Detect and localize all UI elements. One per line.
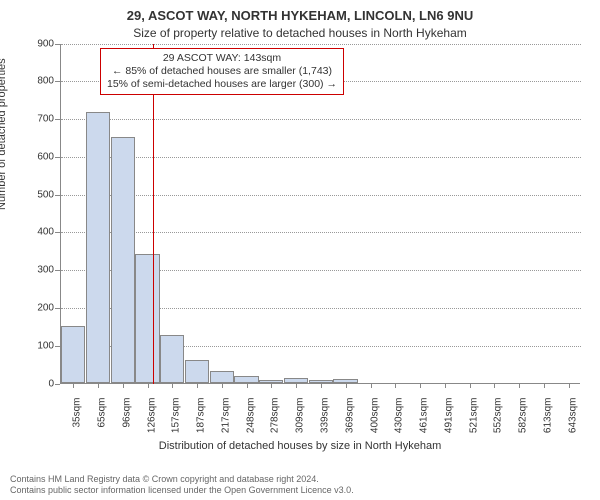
histogram-bar <box>234 376 258 383</box>
y-tick-label: 200 <box>24 303 54 314</box>
x-tick <box>172 383 173 388</box>
y-tick <box>55 346 60 347</box>
x-tick <box>371 383 372 388</box>
y-tick <box>55 81 60 82</box>
histogram-bar <box>61 326 85 383</box>
x-tick <box>494 383 495 388</box>
y-tick <box>55 44 60 45</box>
x-tick <box>222 383 223 388</box>
gridline <box>61 157 581 158</box>
x-tick <box>98 383 99 388</box>
gridline <box>61 119 581 120</box>
gridline <box>61 44 581 45</box>
y-axis-label: Number of detached properties <box>0 58 8 210</box>
y-tick <box>55 119 60 120</box>
gridline <box>61 195 581 196</box>
histogram-bar <box>86 112 110 382</box>
y-tick-label: 600 <box>24 151 54 162</box>
x-tick <box>197 383 198 388</box>
y-tick <box>55 270 60 271</box>
y-tick-label: 800 <box>24 76 54 87</box>
annotation-line: ← 85% of detached houses are smaller (1,… <box>107 65 337 78</box>
x-tick <box>544 383 545 388</box>
x-tick <box>346 383 347 388</box>
x-tick <box>519 383 520 388</box>
x-tick <box>271 383 272 388</box>
y-tick <box>55 384 60 385</box>
histogram-bar <box>160 335 184 382</box>
x-tick <box>247 383 248 388</box>
y-tick-label: 400 <box>24 227 54 238</box>
chart-footer: Contains HM Land Registry data © Crown c… <box>10 474 354 496</box>
x-tick <box>395 383 396 388</box>
chart-subtitle: Size of property relative to detached ho… <box>10 26 590 40</box>
x-tick <box>148 383 149 388</box>
chart-title: 29, ASCOT WAY, NORTH HYKEHAM, LINCOLN, L… <box>10 8 590 24</box>
x-tick <box>470 383 471 388</box>
histogram-bar <box>111 137 135 383</box>
y-tick-label: 700 <box>24 114 54 125</box>
x-tick <box>73 383 74 388</box>
histogram-bar <box>135 254 159 382</box>
chart-area: 010020030040050060070080090035sqm65sqm96… <box>60 44 580 384</box>
y-tick-label: 500 <box>24 189 54 200</box>
y-tick <box>55 232 60 233</box>
y-tick <box>55 195 60 196</box>
x-tick <box>123 383 124 388</box>
histogram-bar <box>210 371 234 382</box>
x-tick <box>296 383 297 388</box>
gridline <box>61 232 581 233</box>
y-tick <box>55 157 60 158</box>
annotation-line: 29 ASCOT WAY: 143sqm <box>107 52 337 65</box>
marker-annotation: 29 ASCOT WAY: 143sqm← 85% of detached ho… <box>100 48 344 95</box>
y-tick-label: 100 <box>24 340 54 351</box>
x-tick <box>445 383 446 388</box>
annotation-line: 15% of semi-detached houses are larger (… <box>107 78 337 91</box>
y-tick-label: 300 <box>24 265 54 276</box>
y-tick-label: 900 <box>24 38 54 49</box>
x-tick <box>569 383 570 388</box>
footer-line-1: Contains HM Land Registry data © Crown c… <box>10 474 354 485</box>
x-tick <box>420 383 421 388</box>
histogram-bar <box>185 360 209 383</box>
x-axis-label: Distribution of detached houses by size … <box>0 440 600 452</box>
footer-line-2: Contains public sector information licen… <box>10 485 354 496</box>
y-tick <box>55 308 60 309</box>
x-tick <box>321 383 322 388</box>
y-tick-label: 0 <box>24 378 54 389</box>
